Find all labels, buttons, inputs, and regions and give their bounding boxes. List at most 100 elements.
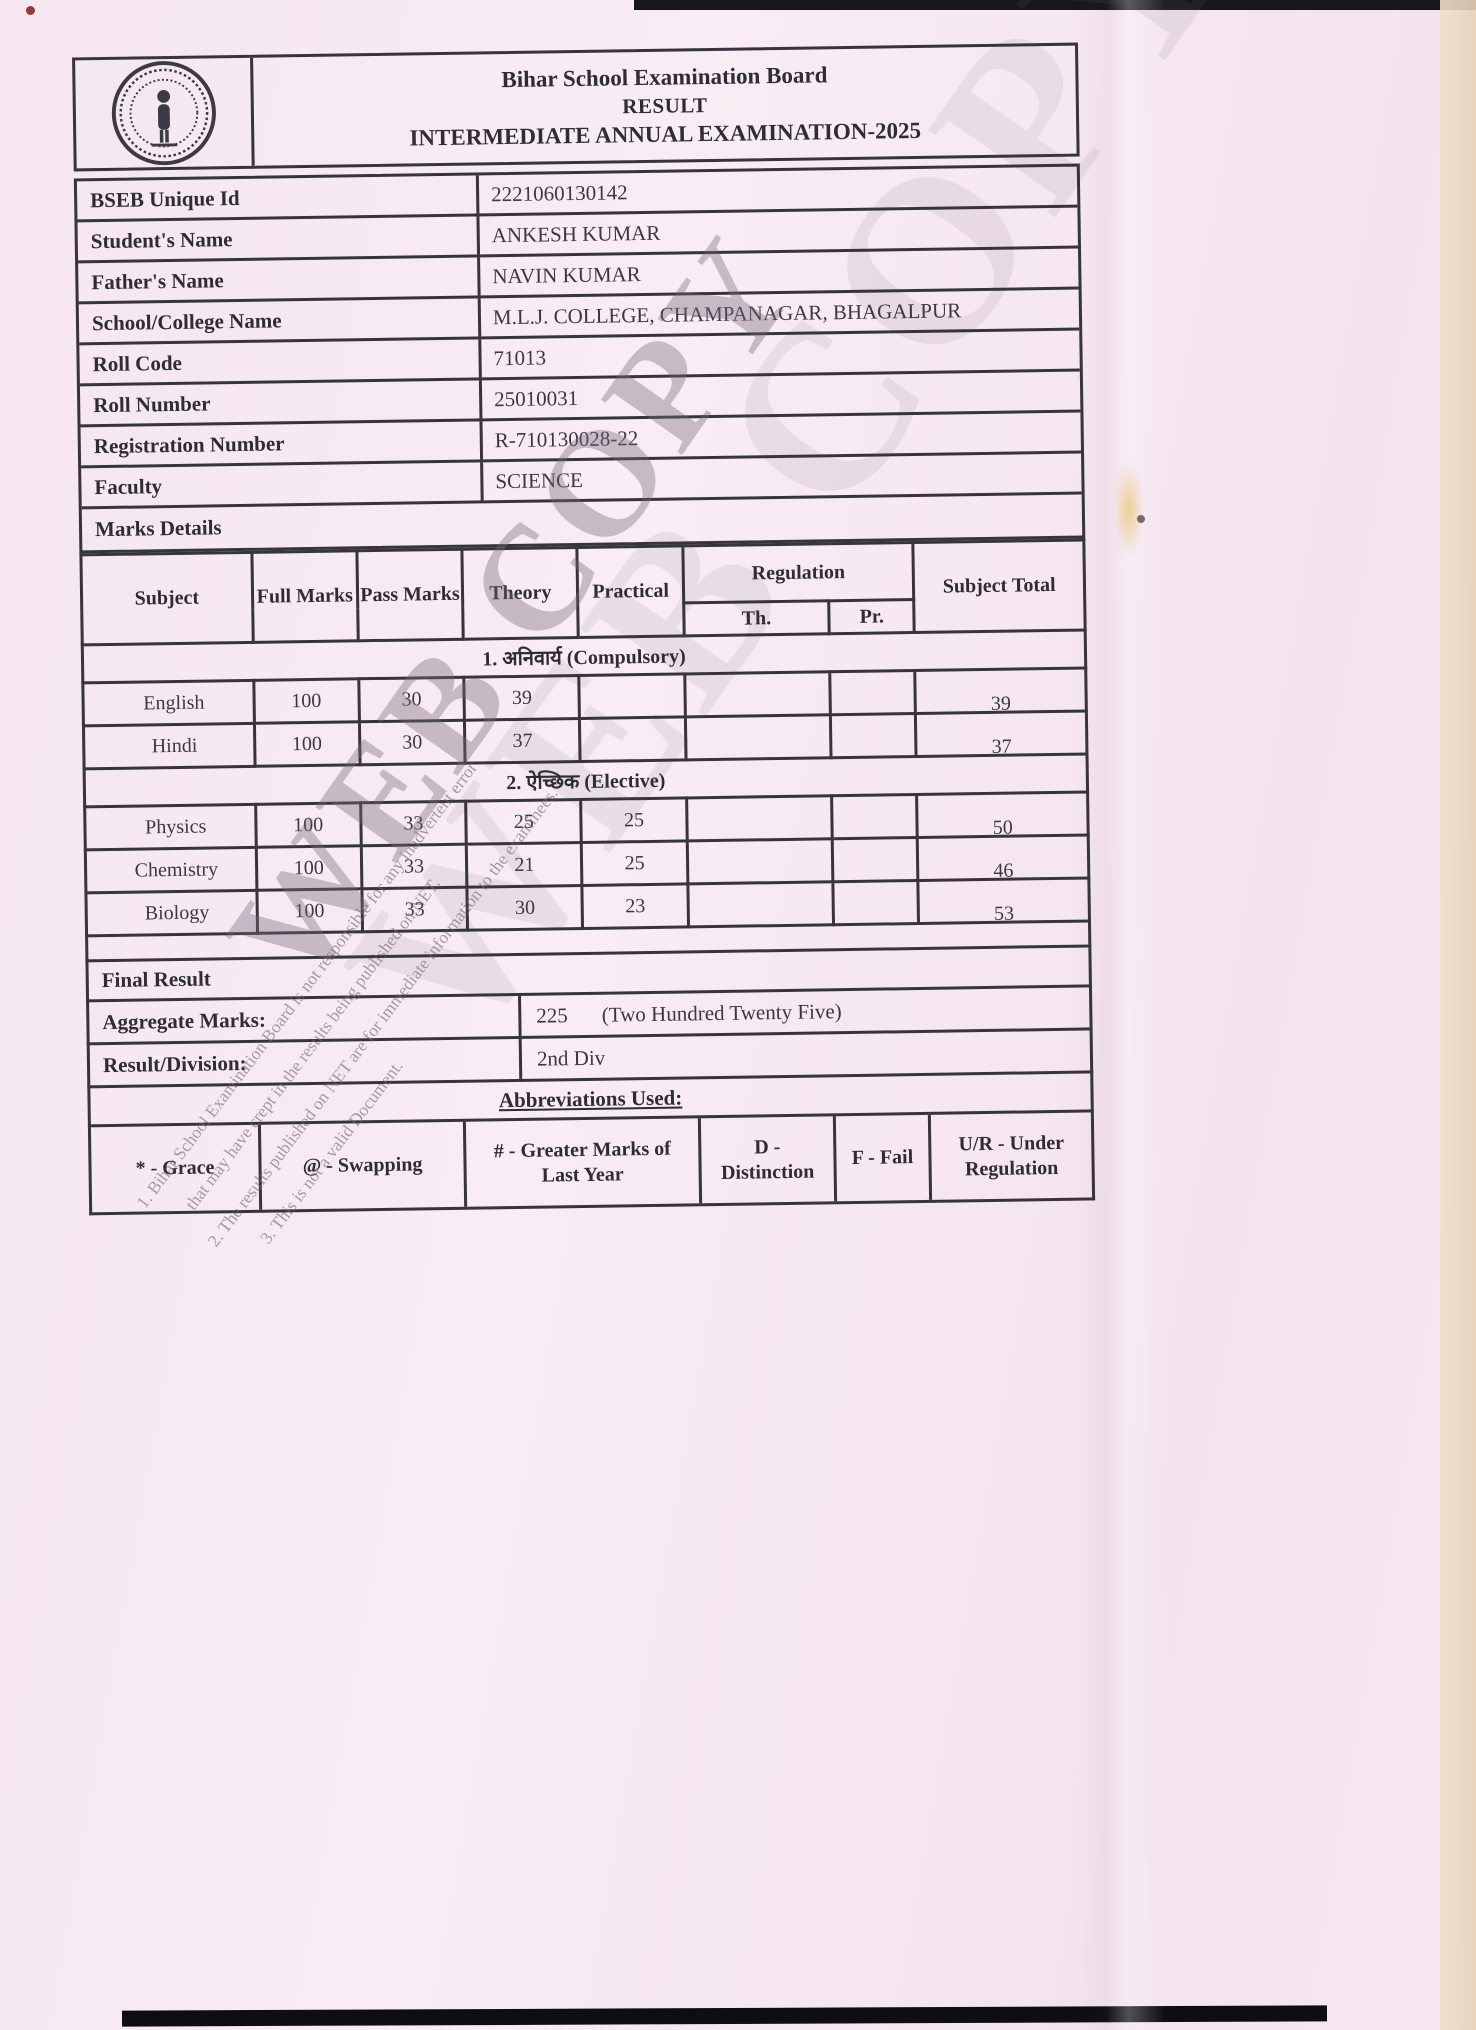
pass-marks: 33	[361, 844, 468, 889]
regulation-th	[684, 671, 831, 717]
subject-total: 46	[917, 834, 1089, 882]
scan-right-paper-edge	[1440, 0, 1476, 2030]
pass-marks: 33	[360, 801, 467, 846]
detail-label: Registration Number	[80, 421, 484, 466]
subject-name: Biology	[85, 890, 258, 936]
col-header-full-marks: Full Marks	[251, 550, 359, 643]
full-marks: 100	[253, 721, 360, 767]
detail-value: M.L.J. COLLEGE, CHAMPANAGAR, BHAGALPUR	[492, 297, 962, 329]
regulation-pr	[832, 837, 919, 882]
detail-label: Roll Number	[79, 380, 483, 425]
regulation-pr	[830, 713, 917, 758]
detail-value: NAVIN KUMAR	[492, 261, 641, 288]
abbrev-grace: * - Grace	[90, 1124, 263, 1213]
regulation-pr	[833, 880, 919, 925]
paper-fold-shadow	[1075, 0, 1165, 2030]
regulation-th	[687, 881, 834, 927]
subject-total-value: 46	[993, 859, 1014, 882]
practical-marks: 25	[581, 797, 688, 843]
result-division-label: Result/Division:	[89, 1038, 523, 1086]
board-name: Bihar School Examination Board	[501, 61, 828, 92]
subject-total: 50	[917, 791, 1089, 839]
regulation-th	[687, 838, 834, 884]
detail-value: SCIENCE	[495, 467, 584, 493]
theory-marks: 39	[463, 675, 580, 721]
col-header-subject-total: Subject Total	[913, 540, 1086, 633]
abbrev-under-regulation: U/R - Under Regulation	[958, 1131, 1065, 1180]
subject-total-value: 50	[992, 816, 1013, 839]
detail-value: 2221060130142	[490, 179, 628, 206]
pass-marks: 33	[361, 887, 468, 932]
col-header-regulation: Regulation	[682, 542, 915, 603]
full-marks: 100	[255, 802, 362, 848]
full-marks: 100	[256, 888, 363, 934]
scan-speck-red	[26, 6, 35, 15]
detail-value: 71013	[493, 344, 547, 370]
result-division-value: 2nd Div	[536, 1045, 606, 1071]
practical-marks	[579, 716, 686, 762]
aggregate-words: (Two Hundred Twenty Five)	[601, 998, 842, 1027]
detail-value: 25010031	[493, 385, 579, 411]
header-titles: Bihar School Examination Board RESULT IN…	[253, 46, 1077, 166]
scan-stain-yellow	[1114, 462, 1144, 557]
marks-table: Subject Full Marks Pass Marks Theory Pra…	[79, 538, 1091, 937]
detail-label: BSEB Unique Id	[76, 175, 480, 220]
subject-name: Physics	[84, 804, 256, 850]
detail-label: Roll Code	[79, 339, 482, 384]
exam-title: INTERMEDIATE ANNUAL EXAMINATION-2025	[409, 117, 922, 150]
theory-marks: 25	[465, 799, 582, 845]
col-header-subject: Subject	[80, 552, 253, 645]
detail-value: R-710130028-22	[494, 425, 639, 452]
regulation-th	[686, 795, 833, 841]
student-details-table: BSEB Unique Id 2221060130142 Student's N…	[73, 163, 1086, 554]
subject-total-value: 53	[993, 902, 1015, 925]
col-header-regulation-pr: Pr.	[828, 599, 915, 634]
abbrev-fail: F - Fail	[835, 1114, 933, 1202]
abbrev-swapping: @ - Swapping	[260, 1121, 468, 1210]
subject-name: English	[82, 680, 254, 726]
subject-total: 37	[915, 710, 1087, 758]
subject-total-value: 37	[991, 735, 1012, 758]
result-document: Bihar School Examination Board RESULT IN…	[72, 42, 1096, 1216]
bseb-seal-icon	[111, 61, 216, 166]
detail-label: Student's Name	[77, 216, 481, 261]
regulation-th	[685, 714, 832, 760]
col-header-regulation-th: Th.	[683, 600, 830, 636]
abbreviations-row: * - Grace @ - Swapping # - Greater Marks…	[87, 1112, 1096, 1216]
regulation-pr	[829, 670, 916, 715]
subject-total: 39	[915, 667, 1087, 715]
abbreviations-heading: Abbreviations Used:	[498, 1085, 683, 1112]
subject-name: Hindi	[83, 723, 255, 769]
full-marks: 100	[253, 678, 360, 724]
detail-value: ANKESH KUMAR	[491, 220, 661, 247]
regulation-pr	[831, 794, 918, 839]
col-header-pass-marks: Pass Marks	[356, 549, 464, 641]
subject-name: Chemistry	[85, 847, 257, 893]
col-header-theory: Theory	[462, 547, 579, 640]
abbrev-distinction: D - Distinction	[700, 1116, 838, 1204]
aggregate-marks-value: 225 (Two Hundred Twenty Five)	[521, 987, 1090, 1035]
aggregate-number: 225	[536, 1002, 568, 1028]
result-label: RESULT	[622, 92, 708, 118]
practical-marks: 23	[582, 883, 689, 929]
pass-marks: 30	[359, 720, 466, 765]
scan-top-edge	[634, 0, 1476, 10]
practical-marks	[579, 673, 686, 719]
abbrev-greater-marks: # - Greater Marks of Last Year	[465, 1118, 703, 1207]
full-marks: 100	[255, 845, 362, 891]
aggregate-marks-label: Aggregate Marks:	[89, 995, 522, 1043]
detail-label: School/College Name	[78, 298, 482, 343]
theory-marks: 21	[466, 842, 583, 888]
scan-speck-dark	[1137, 515, 1145, 523]
subject-total: 53	[918, 877, 1090, 925]
logo-cell	[75, 57, 255, 169]
pass-marks: 30	[358, 677, 465, 722]
final-result-heading: Final Result	[101, 966, 212, 993]
col-header-practical: Practical	[577, 545, 684, 638]
subject-total-value: 39	[990, 692, 1012, 715]
detail-label: Faculty	[81, 462, 484, 507]
theory-marks: 30	[467, 885, 584, 931]
practical-marks: 25	[581, 840, 688, 886]
theory-marks: 37	[464, 718, 581, 764]
